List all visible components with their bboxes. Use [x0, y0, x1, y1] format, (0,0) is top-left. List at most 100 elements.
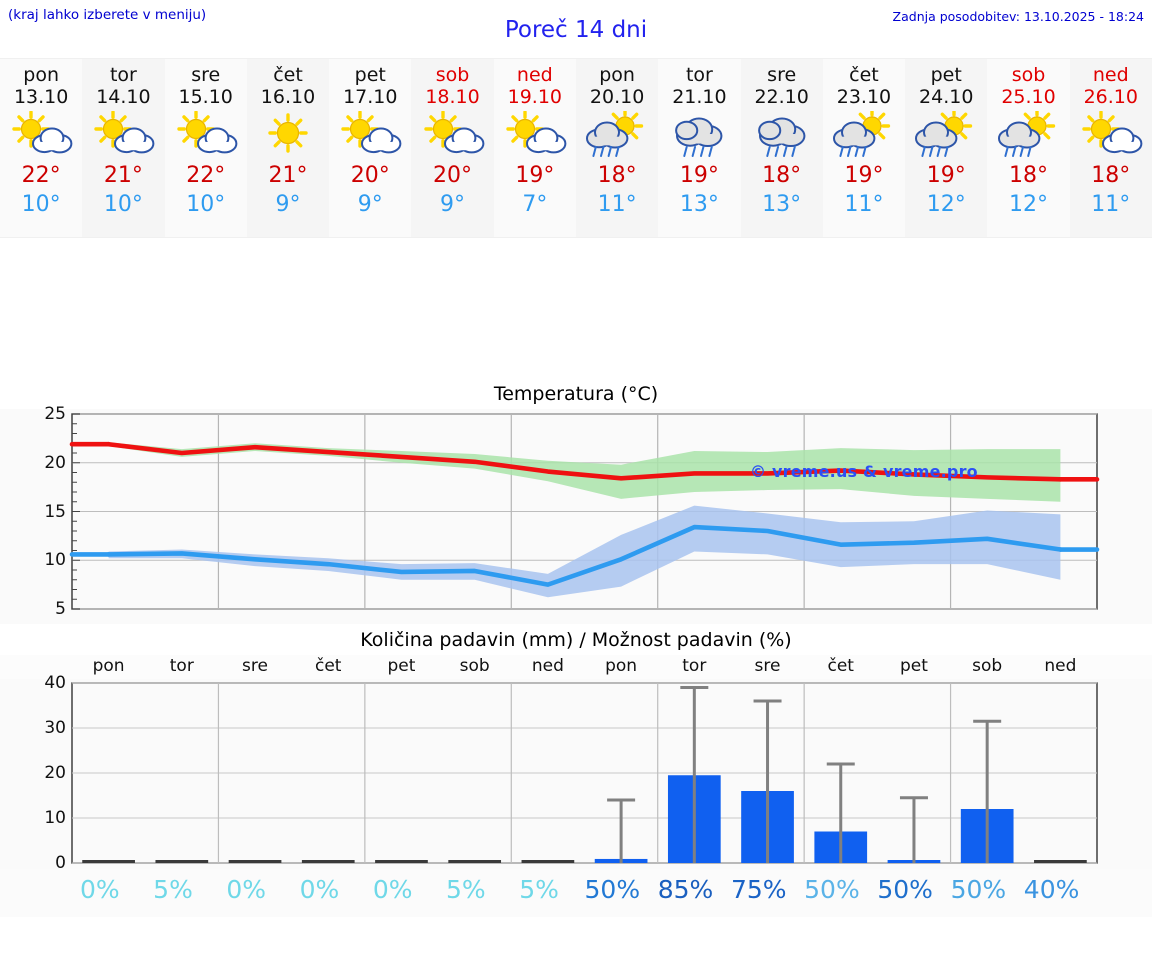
day-of-week-label: tor [109, 64, 137, 86]
precipitation-chart-block: Količina padavin (mm) / Možnost padavin … [0, 624, 1152, 917]
sun-cloud-icon [168, 111, 244, 159]
cloud-rain-icon [661, 111, 737, 159]
precipitation-day-labels: pon tor sre čet pet sob ned pon tor sre čet pet sob n… [0, 655, 1152, 679]
day-of-week-label: pon [599, 64, 635, 86]
max-temperature-label: 20° [350, 163, 390, 188]
day-column[interactable]: sre 15.10 22° 10° [165, 59, 247, 237]
precip-day-label: čet [827, 656, 854, 676]
day-date-label: 22.10 [754, 86, 809, 108]
max-temperature-label: 19° [926, 163, 966, 188]
top-bar: (kraj lahko izberete v meniju) Poreč 14 … [0, 0, 1152, 58]
day-date-label: 23.10 [836, 86, 892, 108]
day-column[interactable]: sob 25.10 18° 12° [987, 59, 1069, 237]
day-of-week-label: ned [516, 64, 553, 86]
day-date-label: 21.10 [672, 86, 727, 108]
watermark-label: © vreme.us & vreme.pro [750, 461, 978, 481]
y-axis-tick-label: 20 [44, 763, 66, 783]
day-of-week-label: tor [685, 64, 713, 86]
precipitation-probability-row: 0% 5% 0% 0% 0% 5% 5% 50% 85% 75% 50% 50% 50% 40% [0, 869, 1152, 917]
sun-cloud-icon [332, 111, 408, 159]
temperature-chart-block: Temperatura (°C) 5 10 15 20 25 © vreme.us & v… [0, 378, 1152, 624]
max-temperature-label: 18° [762, 163, 802, 188]
precipitation-probability-label: 0% [372, 875, 413, 904]
last-updated-label: Zadnja posodobitev: 13.10.2025 - 18:24 [892, 9, 1144, 24]
y-axis-tick-label: 20 [44, 452, 66, 473]
day-column[interactable]: ned 26.10 18° 11° [1069, 59, 1152, 237]
precip-day-label: pet [899, 656, 928, 676]
day-date-label: 24.10 [919, 86, 974, 108]
precip-day-label: ned [531, 656, 564, 676]
y-axis-tick-label: 5 [55, 599, 66, 619]
precipitation-probability-label: 50% [584, 875, 641, 904]
min-temperature-label: 9° [440, 192, 466, 217]
day-column[interactable]: pon 20.10 18° 11° [575, 59, 659, 237]
precip-day-label: sre [754, 656, 781, 676]
day-column[interactable]: pon 13.10 22° 10° [0, 59, 82, 237]
min-temperature-label: 13° [679, 192, 719, 217]
day-of-week-label: sob [1011, 64, 1046, 86]
precipitation-probability-label: 0% [79, 875, 120, 904]
precipitation-plot-area: 0 10 20 30 40 [0, 673, 1152, 873]
day-column[interactable]: tor 21.10 19° 13° [658, 59, 740, 237]
day-of-week-label: čet [273, 64, 303, 86]
temperature-chart-title: Temperatura (°C) [0, 378, 1152, 409]
day-column[interactable]: sob 18.10 20° 9° [411, 59, 494, 237]
day-column[interactable]: sre 22.10 18° 13° [740, 59, 823, 237]
precip-day-label: pon [92, 656, 125, 676]
sun-cloud-rain-icon [991, 111, 1067, 159]
precipitation-probability-label: 0% [299, 875, 340, 904]
sun-cloud-icon [497, 111, 573, 159]
day-of-week-label: sre [767, 64, 797, 86]
day-date-label: 14.10 [96, 86, 151, 108]
day-column[interactable]: čet 16.10 21° 9° [246, 59, 330, 237]
precip-day-label: tor [169, 656, 194, 676]
menu-hint-label: (kraj lahko izberete v meniju) [8, 7, 207, 23]
sun-cloud-icon [85, 111, 161, 159]
precipitation-probability-label: 85% [657, 875, 714, 904]
y-axis-tick-label: 40 [44, 673, 66, 693]
day-column[interactable]: pet 17.10 20° 9° [329, 59, 411, 237]
temperature-plot-area: 5 10 15 20 25 © vreme.us & vreme.pro [0, 404, 1152, 624]
sun-cloud-rain-icon [908, 111, 984, 159]
min-temperature-label: 11° [597, 192, 637, 217]
day-of-week-label: sob [435, 64, 470, 86]
sun-cloud-icon [3, 111, 79, 159]
min-temperature-label: 12° [1009, 192, 1049, 217]
precipitation-probability-label: 75% [730, 875, 787, 904]
precipitation-probability-label: 40% [1023, 875, 1080, 904]
day-column[interactable]: ned 19.10 19° 7° [494, 59, 576, 237]
day-date-label: 20.10 [589, 86, 645, 108]
max-temperature-label: 20° [433, 163, 473, 188]
page-title: Poreč 14 dni [504, 17, 648, 43]
min-temperature-label: 13° [762, 192, 802, 217]
y-axis-tick-label: 10 [44, 808, 66, 828]
precip-day-label: čet [315, 656, 342, 676]
day-column[interactable]: pet 24.10 19° 12° [905, 59, 988, 237]
y-axis-tick-label: 15 [44, 501, 66, 522]
spacer [0, 238, 1152, 378]
precip-day-label: sre [242, 656, 268, 676]
max-temperature-label: 22° [186, 163, 226, 188]
y-axis-tick-label: 10 [44, 550, 66, 571]
day-column[interactable]: čet 23.10 19° 11° [823, 59, 905, 237]
day-date-label: 18.10 [425, 86, 480, 108]
precipitation-probability-label: 5% [519, 875, 559, 904]
precipitation-probability-label: 5% [153, 875, 193, 904]
day-date-label: 17.10 [343, 86, 398, 108]
precip-day-label: ned [1044, 656, 1077, 676]
day-of-week-label: sre [191, 64, 221, 86]
precipitation-probability-label: 5% [446, 875, 486, 904]
day-of-week-label: ned [1092, 64, 1129, 86]
min-temperature-label: 10° [21, 192, 61, 217]
max-temperature-label: 18° [1091, 163, 1131, 188]
day-date-label: 26.10 [1083, 86, 1138, 108]
day-of-week-label: pet [930, 64, 962, 86]
max-temperature-label: 21° [268, 163, 308, 188]
min-temperature-label: 9° [357, 192, 383, 217]
y-axis-tick-label: 30 [44, 718, 66, 738]
day-date-label: 25.10 [1001, 86, 1056, 108]
y-axis-tick-label: 25 [44, 404, 66, 424]
day-column[interactable]: tor 14.10 21° 10° [82, 59, 165, 237]
max-temperature-label: 18° [1009, 163, 1049, 188]
